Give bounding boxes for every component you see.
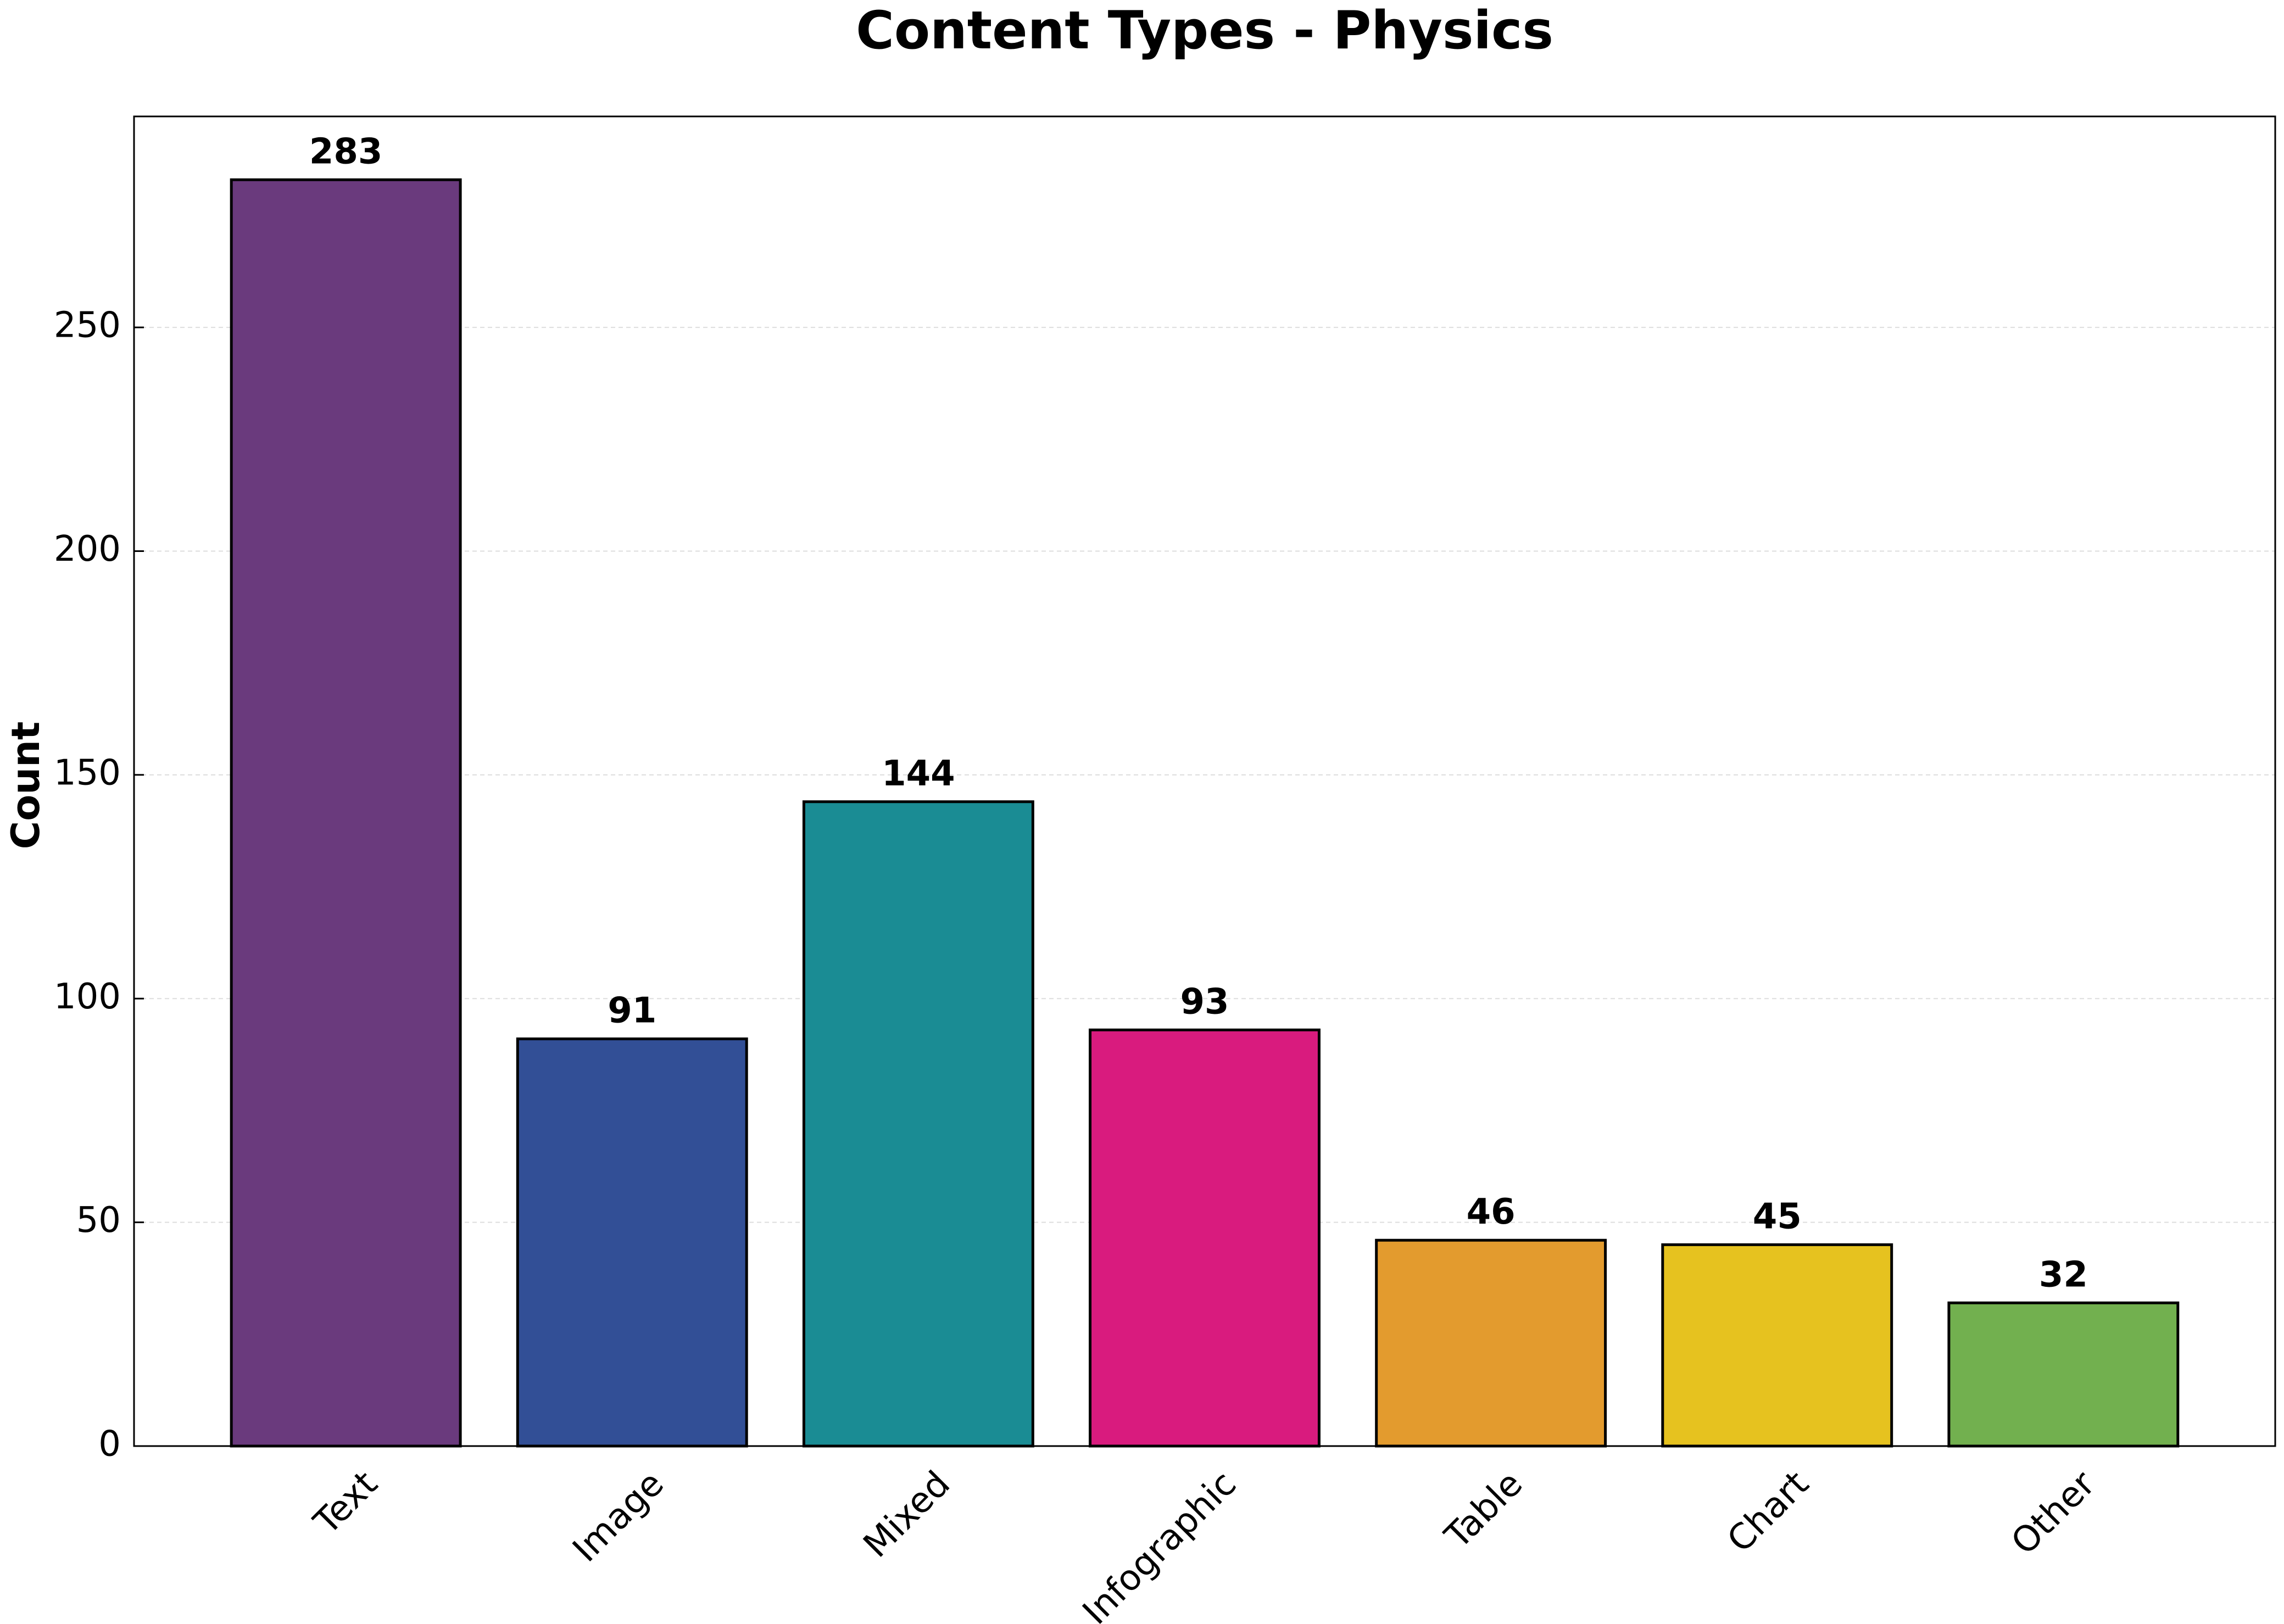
y-tick-label: 150 [54,752,121,793]
value-label: 144 [882,754,955,794]
y-axis-label: Count [3,722,48,850]
value-label: 45 [1753,1196,1802,1237]
x-tick-label: Mixed [856,1464,958,1566]
y-tick-label: 50 [76,1200,121,1241]
value-label: 32 [2039,1254,2088,1295]
x-tick-label: Infographic [1075,1464,1244,1624]
y-tick-label: 0 [98,1424,121,1465]
value-label: 91 [608,991,656,1031]
y-tick-label: 250 [54,305,121,346]
plot-frame [133,115,2276,1447]
bar [1947,1301,2180,1448]
x-tick-label: Other [2004,1463,2103,1562]
bar [1089,1028,1321,1448]
bar [1375,1238,1607,1448]
x-tick-label: Image [565,1464,672,1570]
bar [802,800,1034,1448]
y-tick-label: 200 [54,529,121,570]
value-label: 283 [309,131,383,172]
chart-title: Content Types - Physics [856,1,1553,61]
bar [1661,1243,1893,1448]
value-label: 93 [1180,981,1229,1022]
x-tick-label: Chart [1720,1464,1817,1561]
x-tick-label: Table [1437,1464,1530,1557]
y-tick-label: 100 [54,976,121,1017]
value-label: 46 [1467,1192,1516,1232]
bar [230,178,462,1448]
x-tick-label: Text [306,1464,386,1543]
bar [516,1037,748,1448]
